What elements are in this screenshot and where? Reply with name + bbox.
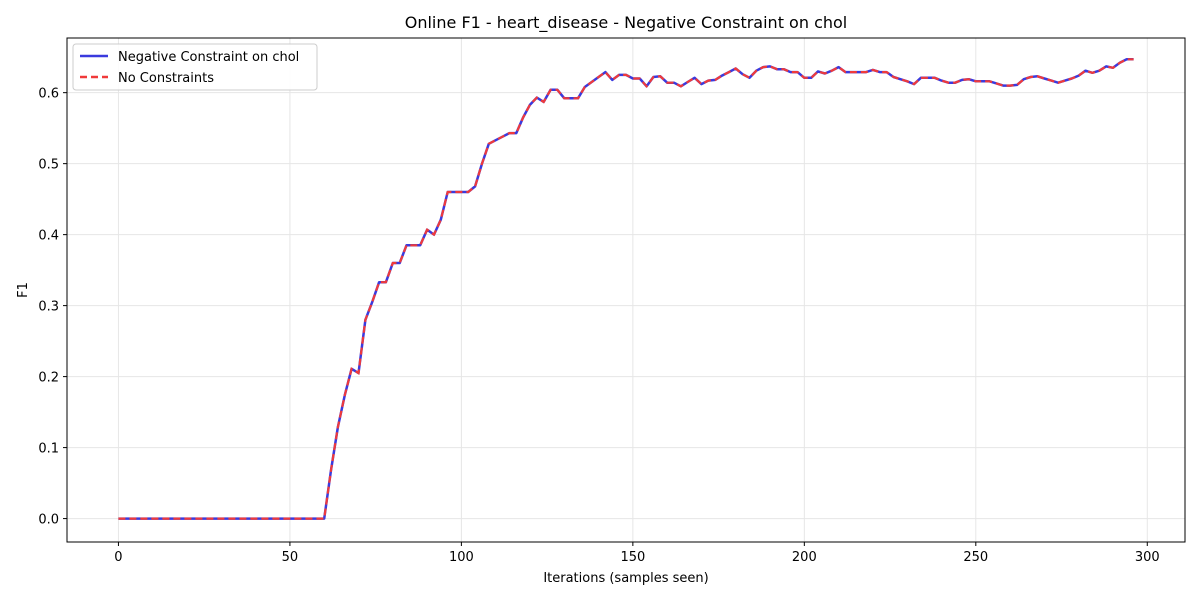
chart-title: Online F1 - heart_disease - Negative Con… (405, 13, 848, 33)
y-tick-label: 0.5 (38, 158, 59, 173)
y-tick-label: 0.0 (38, 513, 59, 528)
legend-label-constraint: Negative Constraint on chol (118, 50, 299, 65)
x-tick-label: 300 (1135, 550, 1160, 565)
x-tick-label: 250 (963, 550, 988, 565)
y-axis-label: F1 (16, 282, 31, 298)
legend: Negative Constraint on chol No Constrain… (72, 43, 318, 91)
x-tick-label: 0 (114, 550, 122, 565)
x-axis-label: Iterations (samples seen) (543, 571, 708, 586)
series-line-no-constraints (118, 58, 1134, 520)
x-tick-label: 100 (449, 550, 474, 565)
legend-box (72, 43, 318, 91)
y-tick-label: 0.2 (38, 371, 59, 386)
x-axis-ticks: 0 50 100 150 200 250 300 (114, 542, 1160, 565)
y-axis-ticks: 0.0 0.1 0.2 0.3 0.4 0.5 0.6 (38, 87, 67, 528)
x-tick-label: 150 (620, 550, 645, 565)
y-tick-label: 0.4 (38, 229, 59, 244)
x-tick-label: 50 (282, 550, 299, 565)
y-tick-label: 0.1 (38, 442, 59, 457)
x-tick-label: 200 (792, 550, 817, 565)
legend-label-no-constraints: No Constraints (118, 71, 214, 86)
y-tick-label: 0.3 (38, 300, 59, 315)
y-tick-label: 0.6 (38, 87, 59, 102)
plot-frame (66, 37, 1186, 543)
series-lines (118, 58, 1134, 520)
